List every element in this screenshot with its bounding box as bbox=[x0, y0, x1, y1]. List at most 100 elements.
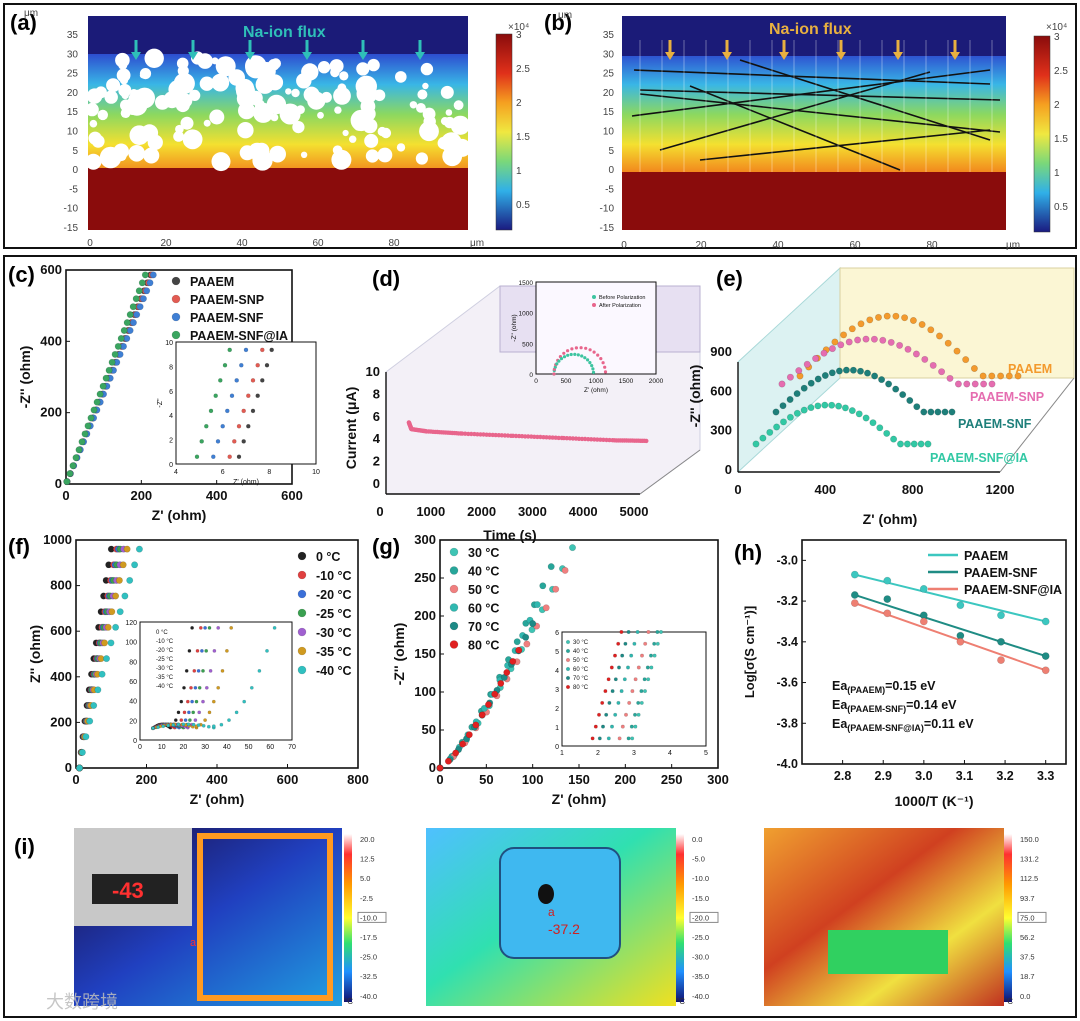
temperature-label: 0.0 bbox=[1020, 992, 1030, 1001]
inset-point bbox=[208, 669, 213, 673]
data-point-paaem-snp bbox=[971, 380, 979, 388]
y-tick-label: -3.6 bbox=[776, 676, 798, 690]
inset-point bbox=[196, 723, 201, 728]
activation-energy-value: =0.11 eV bbox=[924, 717, 974, 731]
data-point-paaem-snf@ia bbox=[120, 326, 128, 334]
x-tick-label: 150 bbox=[568, 772, 590, 787]
particle bbox=[86, 88, 103, 104]
particle bbox=[120, 108, 131, 118]
data-point-paaem-snp bbox=[980, 380, 988, 388]
data-point bbox=[850, 599, 859, 607]
axes-b: μm 35 30 25 20 15 10 5 0 -5 -10 -15 0 20 40 60 80 μm bbox=[558, 10, 1020, 251]
particle bbox=[317, 111, 324, 119]
data-point-paaem bbox=[1014, 372, 1022, 380]
data-point-paaem-snf bbox=[920, 408, 928, 416]
series-label: PAAEM bbox=[1008, 362, 1052, 376]
current-point bbox=[532, 434, 537, 439]
data-point-paaem-snf@ia bbox=[800, 406, 808, 414]
y-tick-label: -10 bbox=[64, 204, 79, 215]
x-tick-label: 200 bbox=[614, 772, 636, 787]
fiber bbox=[739, 59, 991, 141]
particle bbox=[189, 89, 201, 101]
colorbar-tick: 1.5 bbox=[516, 132, 530, 143]
inset-x-title: Z' (ohm) bbox=[233, 479, 259, 486]
data-point-paaem-snf bbox=[842, 366, 850, 374]
data-point-paaem-snf@ia bbox=[876, 424, 884, 432]
inset-point bbox=[259, 378, 265, 383]
data-point-paaem-snf bbox=[139, 295, 147, 303]
data-point-paaem-snp bbox=[812, 354, 820, 362]
data-point-paaem-snp bbox=[879, 336, 887, 344]
inset-point-after bbox=[588, 348, 592, 352]
legend-label: PAAEM-SNF bbox=[964, 566, 1038, 580]
inset-point bbox=[204, 685, 209, 690]
y-tick-label: 800 bbox=[50, 578, 72, 593]
temperature-label: 56.2 bbox=[1020, 933, 1035, 942]
colorbar-tick: 3 bbox=[1054, 32, 1060, 43]
inset-x-tick: 4 bbox=[668, 750, 672, 757]
data-point-paaem-snf bbox=[948, 408, 956, 416]
data-point bbox=[444, 757, 452, 765]
activation-energy-value: =0.15 eV bbox=[885, 679, 936, 693]
inset-y-tick: 1 bbox=[555, 725, 559, 732]
legend-marker bbox=[449, 621, 459, 631]
data-point-paaem-snf@ia bbox=[828, 401, 836, 409]
inset-x-tick: 60 bbox=[266, 744, 274, 751]
x-axis-title: 1000/T (K⁻¹) bbox=[895, 793, 974, 809]
data-point-paaem-snf bbox=[892, 385, 900, 393]
inset-point bbox=[212, 649, 217, 653]
data-point-paaem-snf@ia bbox=[123, 319, 131, 327]
particle bbox=[209, 109, 225, 125]
data-point-paaem-snp bbox=[904, 345, 912, 353]
data-point bbox=[1041, 617, 1050, 626]
y-tick-label: 2 bbox=[373, 454, 380, 469]
legend-label: 80 °C bbox=[468, 639, 499, 653]
inset-point bbox=[211, 454, 216, 460]
flux-label-a: Na-ion flux bbox=[243, 24, 326, 41]
data-point-paaem bbox=[944, 339, 952, 347]
particle bbox=[269, 145, 286, 163]
inset-point bbox=[236, 454, 242, 460]
inset-point bbox=[156, 725, 161, 730]
temperature-scale-2-labels: 0.0 -5.0 -10.0 -15.0 -20.0 -25.0 -30.0 -35.0 -40… bbox=[676, 835, 719, 1006]
flux-arrow-head bbox=[415, 52, 425, 60]
y-tick-label: 30 bbox=[67, 49, 79, 60]
scale-box bbox=[1017, 911, 1047, 923]
data-point bbox=[503, 668, 511, 676]
y-tick-label: 10 bbox=[603, 127, 615, 138]
data-point-paaem-snf@ia bbox=[883, 429, 891, 437]
x-tick-label: 2.8 bbox=[834, 769, 851, 783]
inset-point bbox=[265, 649, 269, 653]
particle bbox=[395, 71, 407, 83]
inset-legend-label: After Polarization bbox=[599, 303, 641, 309]
temperature-unit: °C bbox=[1004, 997, 1013, 1006]
inset-point-after bbox=[574, 346, 579, 350]
y-tick-label: -5 bbox=[605, 184, 614, 195]
y-tick-label: 0 bbox=[55, 476, 62, 491]
temperature-label: -40.0 bbox=[692, 992, 709, 1001]
current-point bbox=[550, 435, 555, 440]
axes-a: μm 35 30 25 20 15 10 5 0 -5 -10 -15 0 20 40 60 80 μm bbox=[24, 8, 484, 249]
particle bbox=[440, 117, 450, 126]
thermal-image-1-frame-glow bbox=[197, 833, 333, 1001]
data-point-paaem-snf@ia bbox=[81, 430, 89, 438]
legend-label: -10 °C bbox=[316, 569, 352, 583]
data-point-paaem-snf bbox=[821, 371, 829, 379]
data-point bbox=[515, 646, 523, 654]
data-point-paaem-snp bbox=[954, 380, 962, 388]
data-point bbox=[465, 731, 473, 739]
inset-point bbox=[623, 712, 628, 717]
inset-y-tick: 2 bbox=[169, 438, 173, 445]
temperature-label: 12.5 bbox=[360, 855, 375, 864]
y-tick-label: -15 bbox=[600, 223, 615, 234]
inset-point bbox=[186, 710, 191, 715]
data-point-paaem-snf@ia bbox=[869, 419, 877, 427]
x-tick-label: 5000 bbox=[620, 504, 649, 519]
inset-point bbox=[186, 722, 191, 727]
colorbar-tick: 2 bbox=[1054, 100, 1060, 111]
particle bbox=[139, 68, 152, 80]
data-point bbox=[850, 591, 859, 599]
particle bbox=[199, 76, 215, 91]
